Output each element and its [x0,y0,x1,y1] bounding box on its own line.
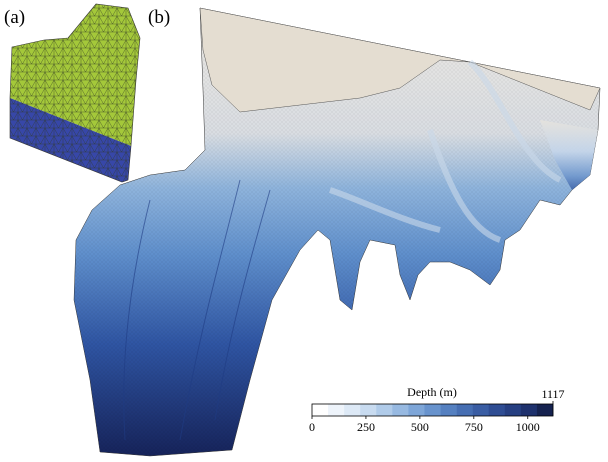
colorbar-band [376,404,392,416]
colorbar-band [424,404,440,416]
colorbar-band [312,404,328,416]
colorbar-band [473,404,489,416]
colorbar-band [441,404,457,416]
colorbar-band [537,404,553,416]
panel-label: (b) [148,7,170,28]
colorbar-band [457,404,473,416]
colorbar-max-label: 1117 [541,387,564,401]
colorbar-band [408,404,424,416]
figure: (a) (b) 0 250 500 750 1000 1117 Depth (m) [0,0,608,462]
panel-label: (a) [4,7,25,28]
colorbar-band [328,404,344,416]
colorbar-tick-label: 1000 [516,420,540,434]
colorbar-band [344,404,360,416]
colorbar-title: Depth (m) [407,385,457,399]
colorbar-band [489,404,505,416]
colorbar-tick-label: 250 [357,420,375,434]
colorbar-band [360,404,376,416]
colorbar-tick-label: 500 [411,420,429,434]
colorbar-band [521,404,537,416]
colorbar-band [392,404,408,416]
panel-a-mesh [10,4,140,182]
colorbar-tick-label: 0 [309,420,315,434]
colorbar-band [505,404,521,416]
colorbar-tick-label: 750 [465,420,483,434]
panel-b-terrain [74,8,600,456]
